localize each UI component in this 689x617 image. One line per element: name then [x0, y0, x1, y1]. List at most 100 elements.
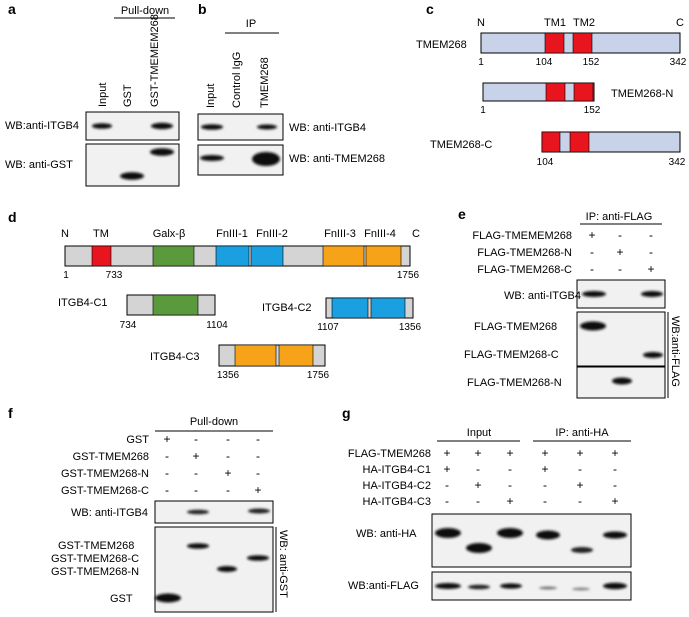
- sign: +: [616, 245, 623, 259]
- pos-label: 1: [478, 57, 484, 68]
- sign: -: [194, 432, 198, 446]
- sign: +: [611, 494, 618, 508]
- panel-e-letter: e: [458, 206, 466, 222]
- panel-g-band: [571, 547, 593, 553]
- panel-a-lane-gst-tmem268: GST-TMEMEM268: [149, 14, 161, 107]
- sign: +: [254, 483, 261, 497]
- panel-g-band: [603, 582, 627, 590]
- sign: +: [192, 449, 199, 463]
- sign: -: [194, 483, 198, 497]
- panel-b-ip-header: IP: [246, 18, 256, 30]
- panel-f-band: [248, 508, 270, 514]
- panel-d-fn3: FnIII-3: [324, 228, 356, 240]
- panel-b-band: [252, 152, 280, 166]
- panel-f-band-label: GST-TMEM268-N: [51, 566, 139, 578]
- sign: -: [226, 483, 230, 497]
- pos-label: 1356: [399, 322, 422, 333]
- tmem268-tm2-domain: [572, 32, 593, 54]
- panel-g-blot-flag: [431, 571, 632, 601]
- sign: -: [618, 228, 622, 242]
- panel-d-n: N: [61, 228, 69, 240]
- pos-label: 342: [669, 157, 686, 168]
- panel-f-row-label: GST-TMEM268-N: [61, 468, 149, 480]
- pos-label: 104: [537, 157, 554, 168]
- panel-a: a Pull-down Input GST GST-TMEMEM268 WB:a…: [5, 1, 180, 187]
- sign: -: [590, 245, 594, 259]
- panel-b-lane-input: Input: [205, 84, 217, 108]
- panel-b-band: [201, 124, 223, 130]
- panel-e-ip-header: IP: anti-FLAG: [586, 211, 653, 223]
- itgb4-c2-fn2: [370, 297, 406, 319]
- panel-e-row-label: FLAG-TMEMEM268: [472, 230, 572, 242]
- panel-g-band: [572, 587, 590, 591]
- sign: -: [613, 478, 617, 492]
- panel-g-band: [435, 583, 461, 589]
- panel-b-wb-itgb4: WB: anti-ITGB4: [289, 122, 366, 134]
- panel-f-signs: + - - - - + - - - - + - - - - +: [163, 432, 261, 497]
- sign: +: [163, 432, 170, 446]
- sign: +: [576, 478, 583, 492]
- itgb4-fn3-domain: [322, 245, 365, 267]
- panel-g-signs: + + + + + + + - - + - - - + - - + - - - …: [443, 446, 618, 508]
- sign: -: [165, 483, 169, 497]
- pos-label: 734: [120, 320, 137, 331]
- panel-e-band: [641, 291, 663, 297]
- sign: -: [256, 449, 260, 463]
- panel-e: e IP: anti-FLAG FLAG-TMEMEM268 FLAG-TMEM…: [458, 206, 681, 399]
- itgb4-c3-fn4: [278, 344, 314, 367]
- itgb4-galx-domain: [152, 245, 195, 267]
- sign: -: [256, 432, 260, 446]
- sign: -: [649, 228, 653, 242]
- sign: -: [445, 478, 449, 492]
- panel-f: f Pull-down GST GST-TMEM268 GST-TMEM268-…: [8, 405, 289, 613]
- panel-d-tm: TM: [93, 228, 109, 240]
- panel-g-band: [536, 530, 560, 540]
- sign: -: [165, 466, 169, 480]
- tmem268-n-tm2: [573, 82, 594, 102]
- panel-d-c3-label: ITGB4-C3: [150, 351, 200, 363]
- sign: -: [476, 494, 480, 508]
- panel-e-wb-itgb4: WB: anti-ITGB4: [504, 290, 581, 302]
- sign: -: [618, 262, 622, 276]
- panel-g-band: [497, 528, 523, 538]
- pos-label: 342: [670, 57, 687, 68]
- panel-f-band: [155, 593, 181, 603]
- itgb4-fn2-domain: [250, 245, 284, 267]
- panel-b-wb-tmem268: WB: anti-TMEM268: [289, 153, 385, 165]
- sign: -: [590, 262, 594, 276]
- panel-d: d N TM Galx-β FnIII-1 FnIII-2 FnIII-3 Fn…: [8, 209, 422, 381]
- panel-b: b IP Input Control IgG TMEM268 WB: anti-…: [197, 1, 385, 176]
- panel-g: g Input IP: anti-HA FLAG-TMEM268 HA-ITGB…: [342, 405, 632, 601]
- panel-d-fn4: FnIII-4: [364, 228, 396, 240]
- sign: +: [224, 466, 231, 480]
- itgb4-c2-fn1: [331, 297, 369, 319]
- panel-g-band: [603, 531, 627, 539]
- sign: -: [476, 462, 480, 476]
- panel-g-row-label: HA-ITGB4-C1: [363, 464, 431, 476]
- sign: +: [588, 228, 595, 242]
- sign: +: [541, 446, 548, 460]
- sign: -: [508, 462, 512, 476]
- sign: -: [226, 449, 230, 463]
- itgb4-c1-galx: [152, 294, 199, 316]
- pos-label: 1: [480, 105, 486, 116]
- panel-e-band-label: FLAG-TMEM268: [474, 321, 557, 333]
- panel-d-letter: d: [8, 209, 17, 225]
- panel-f-blot-itgb4: [154, 500, 274, 524]
- pos-label: 1356: [217, 370, 240, 381]
- panel-f-band: [217, 566, 237, 572]
- panel-a-band: [150, 148, 174, 156]
- panel-e-band: [643, 352, 663, 358]
- pos-label: 1104: [206, 320, 228, 331]
- panel-e-side-label: WB:anti-FLAG: [669, 316, 681, 387]
- sign: +: [506, 446, 513, 460]
- sign: -: [578, 494, 582, 508]
- sign: +: [541, 462, 548, 476]
- tmem268-tm1-domain: [544, 32, 565, 54]
- panel-g-wb-ha: WB: anti-HA: [356, 528, 417, 540]
- panel-a-lane-gst: GST: [122, 84, 134, 107]
- panel-e-band: [580, 321, 606, 331]
- panel-g-input-header: Input: [467, 427, 491, 439]
- pos-label: 152: [584, 105, 601, 116]
